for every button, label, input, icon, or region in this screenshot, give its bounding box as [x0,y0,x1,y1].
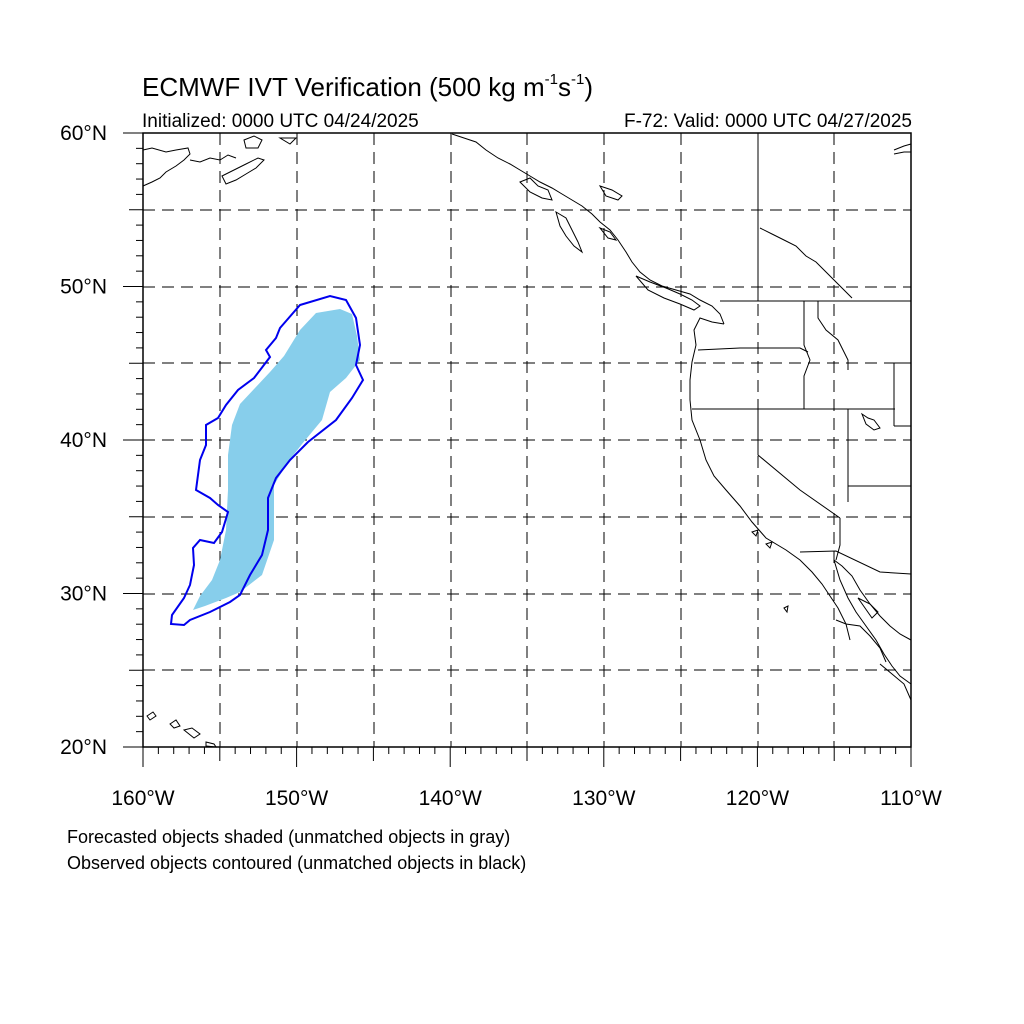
initialized-time: Initialized: 0000 UTC 04/24/2025 [142,111,419,132]
forecast-ivt-object [193,309,360,610]
lon-label: 130°W [572,787,635,810]
lon-label: 120°W [726,787,789,810]
legend-observed-note: Observed objects contoured (unmatched ob… [67,853,527,873]
lat-label: 40°N [60,429,107,452]
lat-label: 60°N [60,122,107,145]
latitude-labels: 20°N 30°N 40°N 50°N 60°N [60,122,107,759]
coastlines [142,133,912,748]
valid-time: F-72: Valid: 0000 UTC 04/27/2025 [624,111,912,132]
lat-label: 50°N [60,276,107,299]
political-borders [692,133,912,575]
lon-label: 150°W [265,787,328,810]
lat-label: 20°N [60,736,107,759]
observed-ivt-contour [169,294,365,627]
map-frame [123,132,912,767]
map-title: ECMWF IVT Verification (500 kg m-1s-1) [142,71,593,102]
lat-label: 30°N [60,583,107,606]
legend-forecast-note: Forecasted objects shaded (unmatched obj… [67,827,511,847]
lon-label: 160°W [111,787,174,810]
longitude-labels: 160°W 150°W 140°W 130°W 120°W 110°W [111,787,942,810]
lon-label: 110°W [880,787,942,810]
lon-label: 140°W [419,787,482,810]
